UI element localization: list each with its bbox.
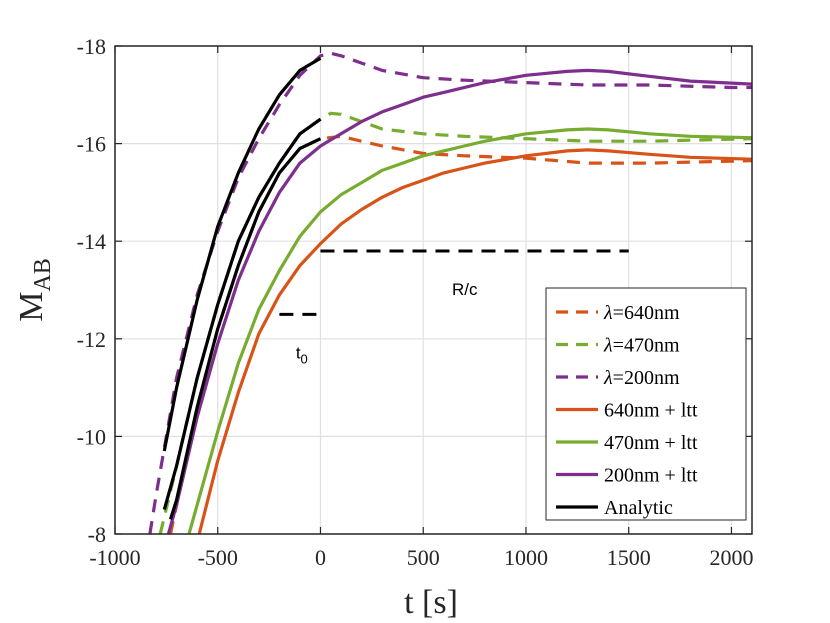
- legend: λ=640nm λ=470nm λ=200nm 640nm + ltt 470nm + …: [545, 287, 747, 521]
- y-axis-label-main: M: [13, 292, 50, 322]
- series-line-640nm: [168, 134, 752, 534]
- x-tick-label: 500: [407, 545, 440, 570]
- x-tick-label: 1500: [607, 545, 651, 570]
- legend-label-470nm-ltt: 470nm + ltt: [604, 432, 698, 454]
- series-line-analytic: [168, 137, 322, 520]
- legend-box: [545, 287, 747, 521]
- series-line-analytic: [162, 56, 322, 452]
- x-tick-label: 1000: [504, 545, 548, 570]
- t0-annotation-label: t0: [296, 343, 308, 366]
- series-layer: [148, 51, 752, 534]
- y-tick-label: -8: [88, 522, 106, 547]
- rc-annotation-label: R/c: [452, 280, 478, 299]
- series-line-470nm-ltt: [187, 127, 752, 534]
- series-line-200nm-ltt: [166, 68, 752, 534]
- t0-main: t: [296, 343, 301, 362]
- t0-sub: 0: [301, 351, 308, 366]
- series-line-analytic: [162, 117, 322, 511]
- legend-label-470nm: λ=470nm: [603, 335, 680, 357]
- y-tick-label: -18: [77, 34, 106, 59]
- y-axis-label-sub: AB: [30, 258, 56, 291]
- y-tick-label: -14: [77, 229, 106, 254]
- plot-area-frame: [114, 45, 753, 535]
- axis-ticks: -1000 -500 0 500 1000 1500 2000 -18 -16 -14 -12 -10…: [77, 34, 754, 570]
- x-axis-label: t [s]: [404, 584, 458, 621]
- legend-label-analytic: Analytic: [604, 497, 673, 519]
- y-tick-label: -16: [77, 132, 106, 157]
- legend-label-200nm-ltt: 200nm + ltt: [604, 465, 698, 487]
- y-axis-label: MAB: [13, 258, 56, 322]
- y-tick-label: -10: [77, 424, 106, 449]
- legend-label-640nm: λ=640nm: [603, 302, 680, 324]
- x-tick-label: 0: [315, 545, 326, 570]
- x-tick-label: -1000: [89, 545, 140, 570]
- series-line-470nm: [158, 111, 752, 534]
- y-tick-label: -12: [77, 327, 106, 352]
- x-tick-label: -500: [198, 545, 238, 570]
- x-tick-label: 2000: [709, 545, 753, 570]
- legend-label-200nm: λ=200nm: [603, 367, 680, 389]
- annotation-layer: R/c t0: [279, 249, 629, 366]
- legend-label-640nm-ltt: 640nm + ltt: [604, 400, 698, 422]
- series-line-640nm-ltt: [197, 148, 752, 534]
